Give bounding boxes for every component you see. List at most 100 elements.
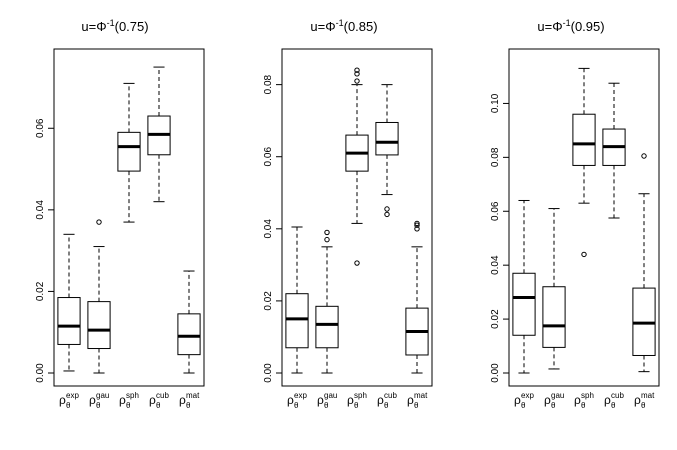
iqr-box [572, 113, 596, 166]
rho-symbol: ρ [514, 393, 521, 407]
rho-symbol: ρ [149, 393, 156, 407]
theta-subscript: θ [581, 401, 586, 410]
box-cub [375, 84, 399, 218]
box-sph [572, 67, 596, 258]
outlier-point [354, 71, 360, 77]
y-tick-label: 0.04 [35, 200, 46, 220]
rho-symbol: ρ [574, 393, 581, 407]
box-sph [117, 82, 141, 223]
box-cub [147, 66, 171, 203]
box-cub [602, 82, 626, 219]
y-tick-label: 0.06 [490, 201, 501, 221]
outlier-point [641, 153, 647, 159]
outlier-point [354, 260, 360, 266]
box-sph [345, 67, 369, 266]
kernel-superscript: exp [66, 391, 79, 400]
theta-subscript: θ [126, 401, 131, 410]
iqr-box [117, 131, 141, 172]
outlier-point [384, 211, 390, 218]
panel-title: u=Φ-1(0.85) [310, 18, 377, 34]
panel-title: u=Φ-1(0.95) [537, 18, 604, 34]
theta-subscript: θ [186, 401, 191, 410]
panel-title: u=Φ-1(0.75) [81, 18, 148, 34]
y-tick-label: 0.04 [490, 255, 501, 275]
y-tick-label: 0.02 [263, 291, 274, 311]
theta-subscript: θ [156, 401, 161, 410]
y-tick-label: 0.00 [35, 363, 46, 383]
kernel-superscript: mat [641, 391, 655, 400]
box-exp [57, 233, 81, 372]
kernel-superscript: cub [156, 391, 169, 400]
outlier-point [581, 251, 587, 258]
iqr-box [512, 272, 536, 336]
rho-symbol: ρ [317, 393, 324, 407]
kernel-superscript: exp [294, 391, 307, 400]
y-tick-label: 0.08 [263, 74, 274, 94]
kernel-superscript: gau [551, 391, 564, 400]
y-tick-label: 0.02 [35, 281, 46, 301]
kernel-superscript: cub [611, 391, 624, 400]
kernel-superscript: exp [521, 391, 534, 400]
outlier-point [96, 219, 102, 225]
y-tick-label: 0.00 [490, 363, 501, 383]
theta-subscript: θ [354, 401, 359, 410]
theta-subscript: θ [384, 401, 389, 410]
kernel-superscript: mat [186, 391, 200, 400]
y-tick-label: 0.08 [490, 147, 501, 167]
outlier-point [414, 220, 420, 227]
plot-frame [53, 48, 205, 387]
theta-subscript: θ [294, 401, 299, 410]
theta-subscript: θ [414, 401, 419, 410]
outlier-point [324, 229, 330, 236]
plot-frame [281, 48, 433, 387]
outlier-point [354, 78, 360, 84]
iqr-box [177, 313, 201, 356]
outlier-point [324, 236, 330, 243]
rho-symbol: ρ [119, 393, 126, 407]
theta-subscript: θ [641, 401, 646, 410]
rho-symbol: ρ [407, 393, 414, 407]
box-mat [405, 220, 429, 374]
rho-symbol: ρ [634, 393, 641, 407]
outlier-point [354, 67, 360, 73]
iqr-box [375, 121, 399, 156]
panel-3: u=Φ-1(0.95)0.000.020.040.060.080.10ρ θexp… [490, 18, 660, 410]
y-tick-label: 0.10 [490, 93, 501, 113]
outlier-point [384, 206, 390, 212]
iqr-box [285, 293, 309, 349]
kernel-superscript: sph [126, 391, 139, 400]
y-tick-label: 0.06 [263, 147, 274, 167]
rho-symbol: ρ [179, 393, 186, 407]
rho-symbol: ρ [377, 393, 384, 407]
kernel-superscript: gau [96, 391, 109, 400]
theta-subscript: θ [324, 401, 329, 410]
rho-symbol: ρ [347, 393, 354, 407]
box-gau [315, 229, 339, 374]
kernel-superscript: sph [581, 391, 594, 400]
y-tick-label: 0.00 [263, 363, 274, 383]
iqr-box [87, 301, 111, 350]
rho-symbol: ρ [59, 393, 66, 407]
box-gau [542, 208, 566, 370]
theta-subscript: θ [96, 401, 101, 410]
theta-subscript: θ [611, 401, 616, 410]
kernel-superscript: mat [414, 391, 428, 400]
box-mat [632, 153, 656, 373]
theta-subscript: θ [551, 401, 556, 410]
